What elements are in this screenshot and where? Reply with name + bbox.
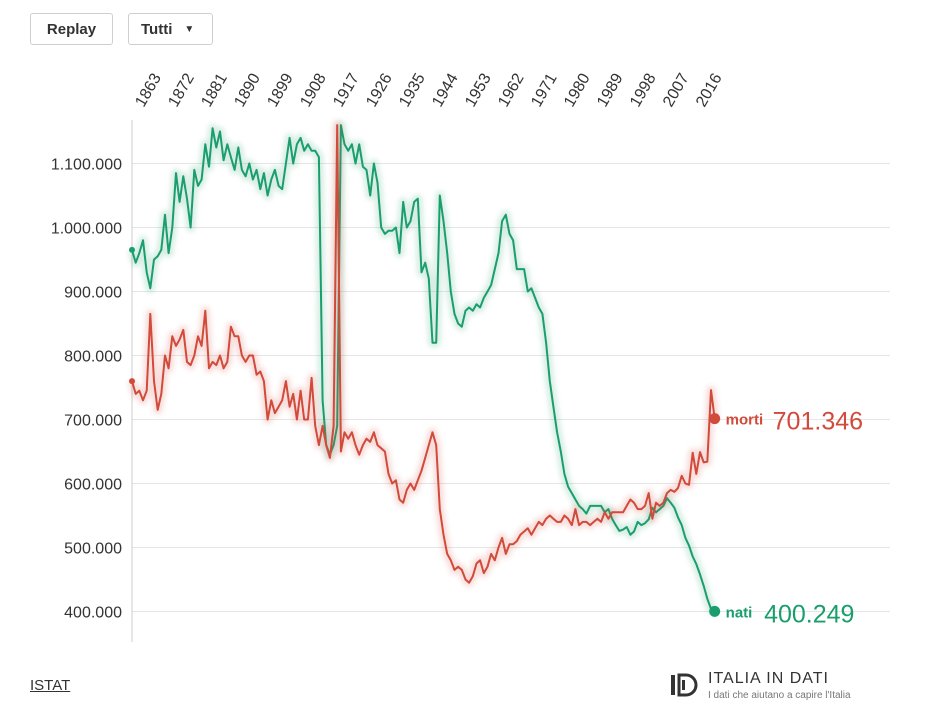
- series-filter-dropdown[interactable]: Tutti ▼: [128, 13, 213, 45]
- x-tick-label: 1863: [132, 71, 165, 110]
- x-tick-label: 1980: [561, 71, 594, 110]
- x-tick-label: 1926: [363, 71, 396, 110]
- brand-tagline: I dati che aiutano a capire l'Italia: [708, 689, 851, 701]
- x-tick-label: 1935: [396, 71, 429, 110]
- x-tick-label: 1917: [330, 71, 363, 110]
- brand: ITALIA IN DATI I dati che aiutano a capi…: [670, 668, 851, 702]
- caret-down-icon: ▼: [184, 23, 195, 35]
- x-tick-label: 1989: [594, 71, 627, 110]
- replay-button[interactable]: Replay: [30, 13, 113, 45]
- x-tick-label: 1881: [198, 71, 231, 110]
- y-tick-label: 700.000: [64, 413, 122, 430]
- series-end-point-morti: [709, 413, 721, 425]
- series-name-label-morti: morti: [726, 412, 764, 429]
- y-tick-label: 400.000: [64, 605, 122, 622]
- x-tick-label: 1944: [429, 71, 462, 110]
- source-link[interactable]: ISTAT: [30, 677, 71, 694]
- x-tick-label: 1953: [462, 71, 495, 110]
- series-value-label-nati: 400.249: [764, 600, 854, 628]
- y-tick-label: 800.000: [64, 349, 122, 366]
- y-axis: 400.000 500.000 600.000 700.000 800.000 900.0…: [51, 120, 133, 642]
- x-tick-label: 2016: [693, 71, 726, 110]
- x-tick-label: 1962: [495, 71, 528, 110]
- series-start-point-morti: [129, 378, 135, 385]
- series-name-label-nati: nati: [726, 604, 753, 621]
- y-tick-label: 900.000: [64, 285, 122, 302]
- series-start-point-nati: [129, 246, 135, 253]
- y-tick-label: 500.000: [64, 541, 122, 558]
- series-value-label-morti: 701.346: [773, 408, 863, 436]
- italia-in-dati-logo-icon: [671, 673, 698, 697]
- series-end-point-nati: [709, 605, 721, 617]
- x-tick-label: 2007: [660, 71, 693, 110]
- x-tick-label: 1890: [231, 71, 264, 110]
- x-axis: 1863 1872 1881 1890 1899 1908 1917 1926 1935 1944…: [132, 71, 725, 110]
- y-tick-label: 1.100.000: [51, 157, 122, 174]
- series-line-morti: [131, 124, 716, 584]
- series-line-nati: [131, 124, 716, 613]
- x-tick-label: 1872: [165, 71, 198, 110]
- series-filter-label: Tutti: [141, 20, 173, 38]
- x-tick-label: 1971: [528, 71, 561, 110]
- series-glow-morti: [127, 120, 720, 588]
- x-tick-label: 1998: [627, 71, 660, 110]
- end-labels: nati 400.249 morti 701.346: [709, 408, 863, 628]
- brand-name: ITALIA IN DATI: [708, 669, 829, 687]
- line-chart: 400.000 500.000 600.000 700.000 800.000 900.0…: [51, 71, 890, 642]
- series-lines: [127, 120, 720, 616]
- x-tick-label: 1908: [297, 71, 330, 110]
- y-tick-label: 1.000.000: [51, 221, 122, 238]
- y-tick-label: 600.000: [64, 477, 122, 494]
- x-tick-label: 1899: [264, 71, 297, 110]
